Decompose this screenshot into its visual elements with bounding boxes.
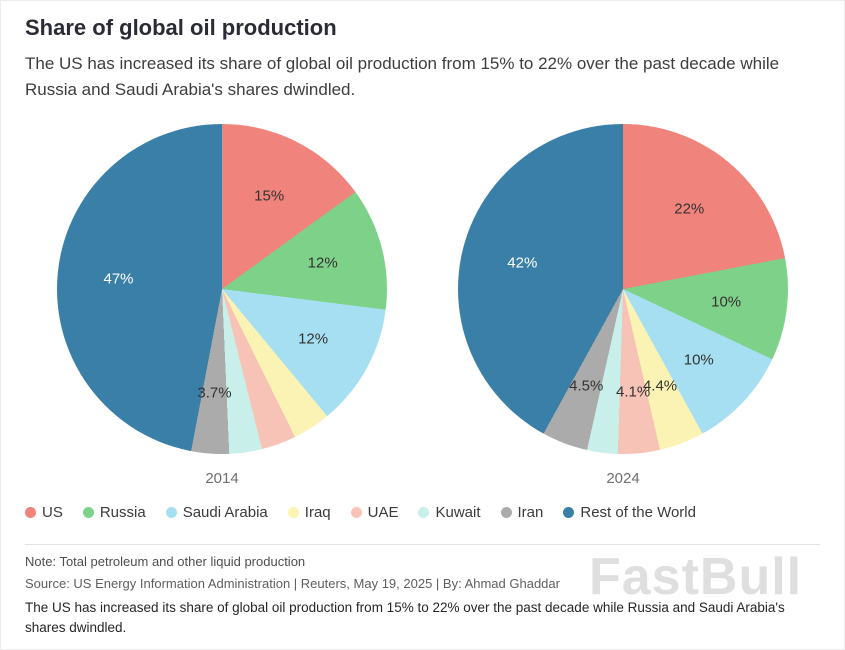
slice-label-rest-of-the-world: 47% <box>103 270 134 288</box>
bottom-caption: The US has increased its share of global… <box>25 600 785 636</box>
legend-dot-icon <box>165 507 177 518</box>
slice-label-iran: 3.7% <box>197 384 232 402</box>
page-title: Share of global oil production <box>25 15 337 40</box>
slice-label-rest-of-the-world: 42% <box>507 254 538 272</box>
chart-subtitle: The US has increased its share of global… <box>25 54 780 99</box>
slice-label-russia: 12% <box>307 254 338 272</box>
legend-dot-icon <box>350 507 362 518</box>
legend-item-russia: Russia <box>82 504 146 521</box>
legend-label: Iran <box>517 504 544 521</box>
legend-label: UAE <box>367 504 399 521</box>
legend-item-us: US <box>25 504 63 521</box>
slice-label-iraq: 4.4% <box>642 377 678 395</box>
legend-item-iraq: Iraq <box>287 504 331 521</box>
legend-dot-icon <box>500 507 512 518</box>
slice-label-uae: 4.1% <box>615 383 651 401</box>
slice-label-saudi-arabia: 12% <box>298 330 329 348</box>
legend-label: Kuwait <box>435 504 481 521</box>
source-line: Source: US Energy Information Administra… <box>25 576 560 591</box>
slice-label-iran: 4.5% <box>569 377 604 395</box>
legend: US Russia Saudi Arabia Iraq UAE Kuwait Iran Res… <box>25 504 828 521</box>
slice-label-russia: 10% <box>711 293 742 311</box>
footer: Note: Total petroleum and other liquid p… <box>25 544 820 639</box>
pie-chart-2024: 22% 10% 10% 4.4% 4.1% 4.5% 42% <box>458 124 788 454</box>
year-label-2014: 2014 <box>205 470 239 487</box>
legend-label: Russia <box>99 504 146 521</box>
legend-item-saudi-arabia: Saudi Arabia <box>165 504 268 521</box>
legend-dot-icon <box>287 507 299 518</box>
legend-label: US <box>42 504 63 521</box>
legend-label: Saudi Arabia <box>182 504 268 521</box>
pie-chart-2014: 15% 12% 12% 3.7% 47% <box>57 124 387 454</box>
legend-dot-icon <box>25 507 36 518</box>
legend-label: Rest of the World <box>580 504 696 521</box>
legend-item-kuwait: Kuwait <box>418 504 481 521</box>
slice-label-us: 22% <box>674 200 705 218</box>
slice-label-saudi-arabia: 10% <box>683 351 714 369</box>
footnote: Note: Total petroleum and other liquid p… <box>25 554 306 569</box>
legend-dot-icon <box>82 507 94 518</box>
slice-label-us: 15% <box>254 187 285 205</box>
legend-item-rest-of-the-world: Rest of the World <box>563 504 696 521</box>
legend-label: Iraq <box>304 504 331 521</box>
legend-item-iran: Iran <box>500 504 544 521</box>
year-label-2024: 2024 <box>606 470 640 487</box>
legend-dot-icon <box>418 507 430 518</box>
legend-dot-icon <box>563 507 575 518</box>
legend-item-uae: UAE <box>350 504 399 521</box>
